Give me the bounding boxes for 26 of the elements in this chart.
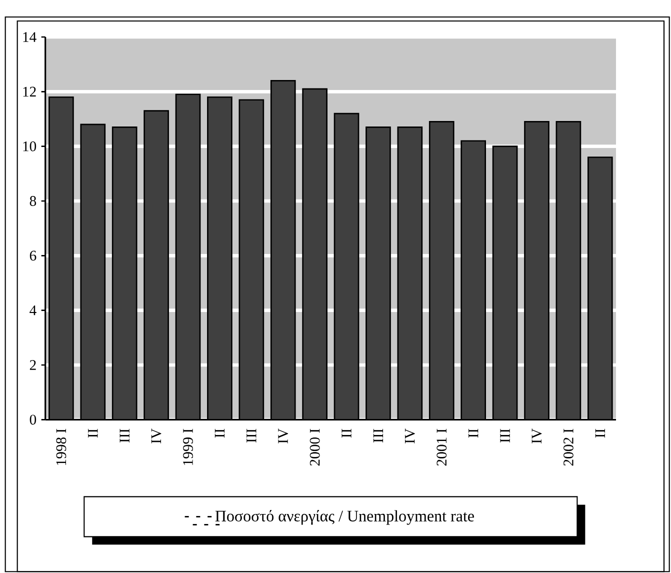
x-tick-label: II — [214, 428, 225, 438]
x-tick-label: 1998 I — [56, 428, 66, 465]
y-tick-label: 12 — [23, 86, 36, 97]
y-tick-label: 14 — [23, 32, 36, 42]
x-tick-label: IV — [532, 428, 542, 444]
x-tick-label: III — [120, 428, 130, 442]
x-tick-label: II — [342, 428, 352, 438]
y-tick-label: 4 — [30, 306, 36, 316]
x-tick-label: II — [88, 428, 98, 438]
x-tick-label: III — [246, 428, 256, 442]
x-tick-label: 2000 I — [310, 428, 320, 466]
x-tick-label: IV — [151, 428, 162, 444]
y-tick-label: 2 — [30, 360, 36, 370]
y-tick-label: 6 — [30, 250, 36, 261]
x-tick-label: 2002 I — [564, 428, 574, 466]
x-tick-label: III — [373, 428, 384, 442]
x-tick-label: IV — [405, 428, 415, 444]
y-tick-label: 0 — [30, 414, 36, 425]
y-tick-label: 10 — [23, 141, 36, 152]
x-tick-label: II — [468, 428, 478, 438]
x-tick-label: III — [500, 428, 510, 442]
x-tick-label: 1999 I — [183, 428, 193, 465]
x-tick-label: IV — [278, 428, 288, 444]
y-tick-label: 8 — [30, 196, 36, 206]
x-tick-label: II — [595, 428, 605, 438]
x-tick-label: 2001 I — [436, 428, 447, 466]
